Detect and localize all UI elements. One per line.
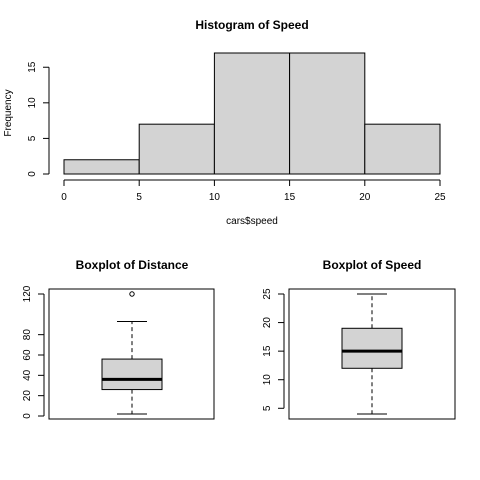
histogram-bar: [213, 52, 291, 175]
histogram-bar: [364, 123, 441, 175]
boxplot-speed-y-axis: 5 10 15 20 25: [262, 288, 285, 411]
boxplot-speed: Boxplot of Speed 5 10 15 20 25: [262, 258, 456, 420]
histogram-bar: [138, 123, 215, 175]
histogram-bar: [63, 159, 140, 175]
boxplot-speed-title: Boxplot of Speed: [323, 258, 422, 272]
outlier-point: [129, 291, 135, 297]
y-tick-label: 20: [22, 390, 33, 402]
boxplot-speed-body: [341, 293, 403, 415]
histogram-y-tick-label: 10: [27, 97, 38, 109]
interquartile-box: [341, 327, 403, 369]
y-tick-label: 5: [262, 405, 273, 411]
histogram-y-label: Frequency: [3, 89, 14, 136]
y-tick-label: 80: [22, 329, 33, 341]
y-tick-label: 120: [22, 285, 33, 302]
histogram-x-axis: 0 5 10 15 20 25: [61, 179, 446, 203]
histogram-y-tick-label: 0: [27, 171, 38, 177]
y-tick-label: 0: [22, 413, 33, 419]
histogram-bar: [289, 52, 366, 175]
y-tick-label: 40: [22, 369, 33, 381]
boxplot-distance: Boxplot of Distance 0 20 40 60 80 120: [22, 258, 215, 420]
histogram-x-tick-label: 10: [209, 192, 221, 203]
y-tick-label: 25: [262, 288, 273, 300]
histogram-speed: Histogram of Speed 0 5 10 15 20 25 0 5 10 15 car…: [3, 18, 446, 227]
boxplot-distance-frame: [48, 288, 215, 420]
boxplot-distance-y-axis: 0 20 40 60 80 120: [22, 285, 45, 419]
histogram-x-tick-label: 0: [61, 192, 67, 203]
y-tick-label: 15: [262, 345, 273, 357]
y-tick-label: 20: [262, 317, 273, 329]
histogram-x-tick-label: 15: [284, 192, 296, 203]
histogram-bars: [63, 52, 441, 175]
y-tick-label: 10: [262, 374, 273, 386]
histogram-y-axis: 0 5 10 15: [27, 61, 50, 177]
histogram-x-tick-label: 5: [136, 192, 142, 203]
interquartile-box: [101, 358, 163, 391]
boxplot-distance-body: [101, 291, 163, 415]
boxplot-distance-title: Boxplot of Distance: [76, 258, 189, 272]
histogram-x-tick-label: 25: [434, 192, 446, 203]
histogram-y-tick-label: 5: [27, 135, 38, 141]
y-tick-label: 60: [22, 349, 33, 361]
histogram-y-tick-label: 15: [27, 61, 38, 73]
histogram-x-tick-label: 20: [359, 192, 371, 203]
boxplot-speed-frame: [288, 288, 456, 420]
histogram-title: Histogram of Speed: [195, 18, 308, 32]
histogram-x-label: cars$speed: [226, 216, 278, 227]
